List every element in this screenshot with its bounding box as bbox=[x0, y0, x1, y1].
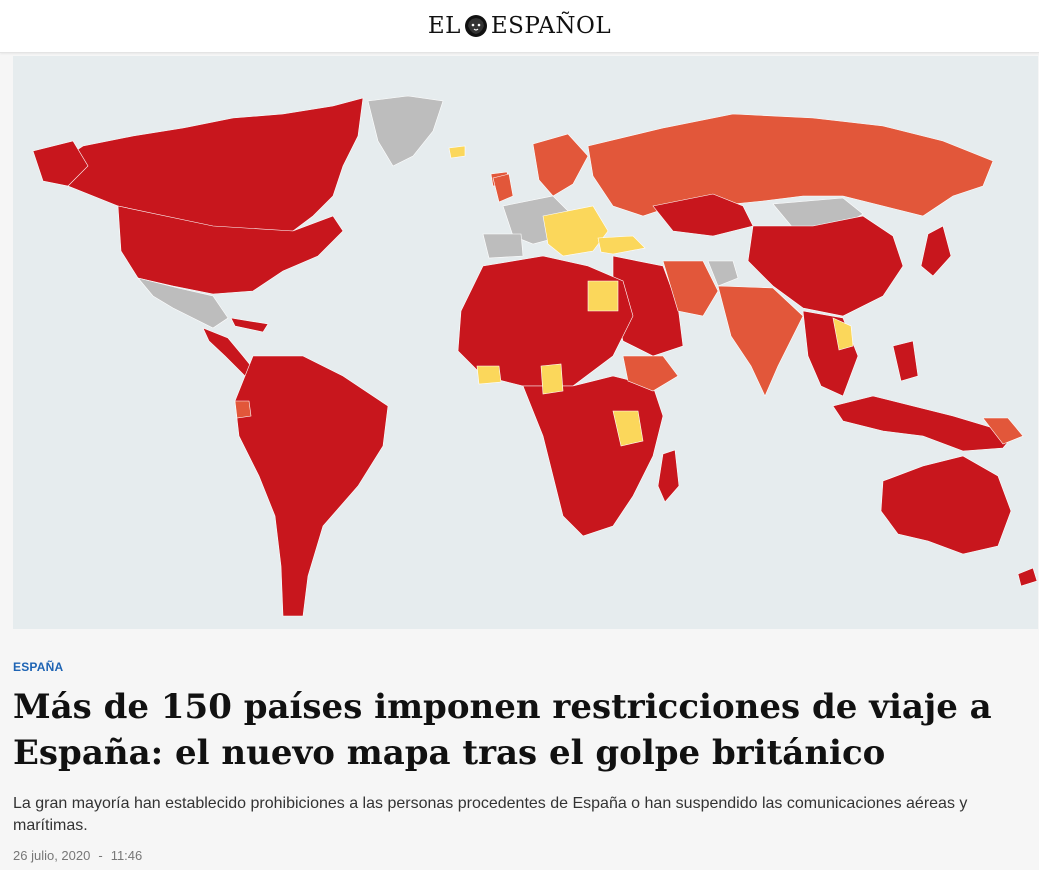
article-time: 11:46 bbox=[110, 848, 143, 863]
region-madagascar bbox=[657, 449, 680, 503]
logo-text-right: ESPAÑOL bbox=[490, 13, 612, 39]
region-australia bbox=[880, 455, 1012, 555]
region-turkey bbox=[597, 235, 646, 255]
region-italy-balkans bbox=[542, 205, 609, 257]
region-ivory-coast bbox=[476, 365, 502, 385]
region-new-zealand bbox=[1017, 567, 1038, 587]
article-title[interactable]: Más de 150 países imponen restricciones … bbox=[13, 687, 992, 773]
region-india bbox=[717, 285, 804, 397]
region-alaska bbox=[32, 140, 89, 187]
article-meta: 26 julio, 2020 - 11:46 bbox=[13, 848, 142, 863]
region-japan bbox=[920, 225, 952, 277]
region-tanzania bbox=[612, 410, 644, 447]
logo-text-left: EL bbox=[427, 13, 461, 39]
region-greenland bbox=[367, 95, 444, 167]
region-svalbard bbox=[448, 145, 466, 159]
region-south-america bbox=[234, 355, 389, 617]
article-date: 26 julio, 2020 bbox=[13, 848, 91, 863]
region-ecuador bbox=[234, 400, 252, 419]
region-mexico bbox=[137, 277, 229, 329]
site-logo[interactable]: EL ESPAÑOL bbox=[428, 13, 611, 39]
region-philippines bbox=[892, 340, 919, 382]
region-cameroon bbox=[540, 363, 564, 395]
site-header: EL ESPAÑOL bbox=[0, 0, 1039, 53]
region-iberia bbox=[482, 233, 524, 259]
region-egypt bbox=[587, 280, 619, 312]
section-label[interactable]: ESPAÑA bbox=[13, 660, 64, 674]
region-scandinavia bbox=[532, 133, 589, 197]
meta-separator: - bbox=[98, 848, 103, 863]
world-map-image[interactable] bbox=[13, 56, 1038, 629]
region-russia bbox=[587, 113, 994, 217]
region-afghanistan bbox=[707, 260, 739, 287]
article-subtitle: La gran mayoría han establecido prohibic… bbox=[13, 795, 968, 834]
region-laos bbox=[832, 317, 854, 351]
region-china bbox=[747, 215, 904, 317]
region-uk bbox=[492, 173, 514, 203]
region-cuba bbox=[230, 317, 269, 333]
region-iran bbox=[662, 260, 719, 317]
region-papua bbox=[982, 417, 1024, 445]
world-map bbox=[13, 56, 1038, 629]
lion-icon bbox=[463, 13, 489, 39]
region-ethiopia bbox=[622, 355, 679, 392]
